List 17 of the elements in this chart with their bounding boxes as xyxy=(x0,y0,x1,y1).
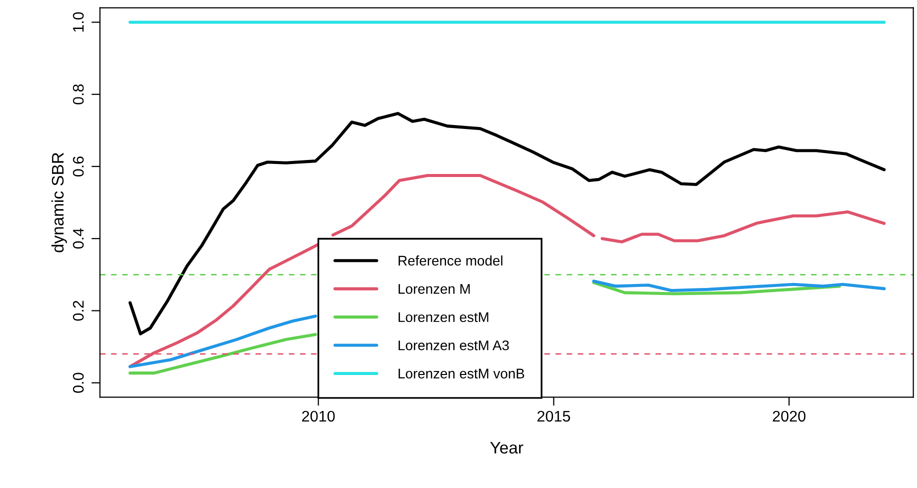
y-tick-label: 1.0 xyxy=(72,12,84,32)
y-tick-label: 0.0 xyxy=(72,372,84,393)
x-tick-label: 2020 xyxy=(772,410,806,422)
x-tick-label: 2010 xyxy=(302,410,335,422)
line-series xyxy=(128,112,886,336)
legend-label: Lorenzen estM xyxy=(398,312,488,322)
legend-label: Lorenzen estM vonB xyxy=(398,368,524,379)
y-tick-label: 0.6 xyxy=(72,156,84,176)
y-tick-label: 0.2 xyxy=(72,300,84,321)
y-tick-label: 0.4 xyxy=(72,228,84,249)
legend-label: Lorenzen M xyxy=(398,284,470,294)
x-axis-title: Year xyxy=(490,442,524,454)
x-tick-label: 2015 xyxy=(537,410,570,422)
y-tick-label: 0.8 xyxy=(72,84,84,104)
legend-label: Lorenzen estM A3 xyxy=(398,340,509,350)
legend-label: Reference model xyxy=(398,255,502,266)
y-axis-title: dynamic SBR xyxy=(51,152,67,252)
